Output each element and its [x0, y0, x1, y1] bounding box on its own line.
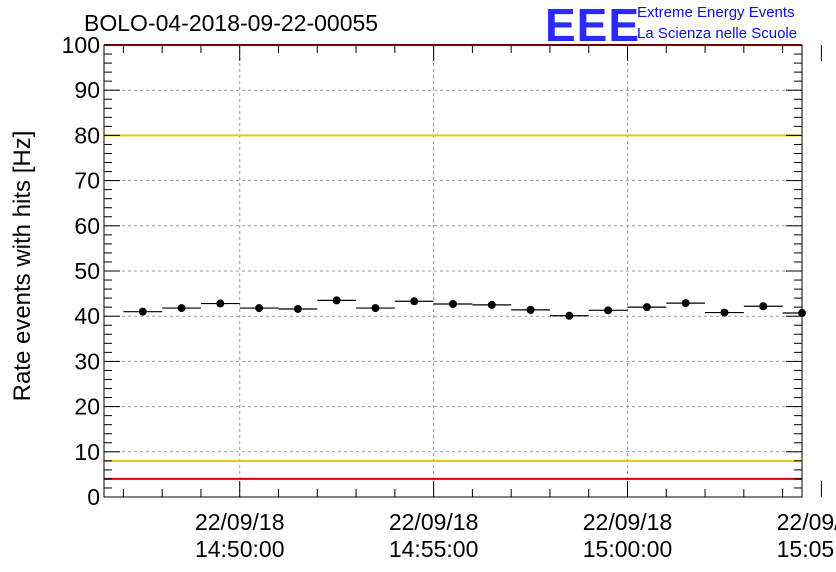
y-axis: 0 10 20 30 40 50 60 70 80 90 100	[62, 32, 802, 510]
y-axis-label: Rate events with hits [Hz]	[9, 131, 36, 402]
x-tick-label-date: 22/09/18	[583, 509, 673, 535]
logo-text-line2: La Scienza nelle Scuole	[637, 25, 798, 42]
data-point	[216, 299, 225, 308]
y-tick-label: 50	[74, 258, 100, 284]
y-tick-label: 0	[87, 484, 100, 510]
x-tick-label-time: 15:00:00	[583, 536, 673, 562]
y-tick-label: 80	[74, 122, 100, 148]
data-point	[487, 300, 496, 309]
y-tick-label: 60	[74, 213, 100, 239]
x-tick-label-date: 22/09/18	[195, 509, 285, 535]
data-point	[332, 296, 341, 305]
x-tick-label-time: 15:05:00	[777, 536, 836, 562]
data-point	[371, 304, 380, 313]
data-point	[449, 299, 457, 308]
data-point	[255, 304, 264, 313]
data-point	[604, 306, 613, 315]
x-tick-label-time: 14:55:00	[389, 536, 479, 562]
y-tick-label: 40	[74, 303, 100, 329]
data-point	[681, 299, 690, 308]
data-point	[798, 309, 806, 318]
y-tick-label: 70	[74, 168, 100, 194]
data-point	[410, 297, 419, 306]
data-point	[565, 311, 574, 320]
data-point	[720, 308, 729, 317]
data-point	[177, 304, 186, 313]
data-point	[293, 304, 302, 313]
data-point	[759, 302, 768, 311]
eee-logo: EEE	[545, 0, 641, 51]
x-tick-label-date: 22/09/18	[777, 509, 836, 535]
reference-lines	[104, 44, 802, 480]
y-tick-label: 10	[74, 439, 100, 465]
grid-lines	[104, 45, 802, 497]
y-tick-label: 20	[74, 394, 100, 420]
data-point	[138, 307, 147, 316]
data-series	[123, 296, 806, 320]
y-tick-label: 30	[74, 348, 100, 374]
logo-text-line1: Extreme Energy Events	[637, 4, 795, 21]
y-tick-label: 100	[62, 32, 100, 58]
x-axis: 22/09/1814:50:0022/09/1814:55:0022/09/18…	[122, 45, 836, 562]
chart-title: BOLO-04-2018-09-22-00055	[84, 10, 379, 36]
data-point	[526, 305, 535, 314]
x-tick-label-time: 14:50:00	[195, 536, 285, 562]
x-tick-label-date: 22/09/18	[389, 509, 479, 535]
data-point	[642, 303, 651, 312]
y-tick-label: 90	[74, 77, 100, 103]
